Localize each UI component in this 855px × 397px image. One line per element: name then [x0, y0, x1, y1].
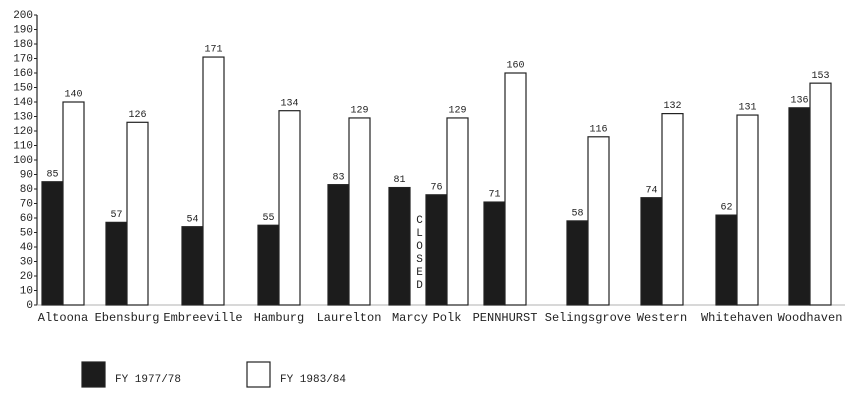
y-tick-label: 180: [13, 39, 33, 51]
bar: [640, 197, 663, 306]
bar: [425, 194, 448, 306]
y-tick-label: 190: [13, 24, 33, 36]
value-label: 116: [589, 124, 607, 135]
bar: [566, 220, 589, 306]
value-label: 129: [448, 106, 466, 117]
value-label: 81: [393, 175, 405, 186]
bar: [62, 101, 85, 306]
bar: [41, 181, 64, 306]
y-tick-label: 50: [20, 227, 33, 239]
value-label: 62: [720, 203, 732, 214]
x-tick-label: Marcy: [392, 311, 428, 325]
bar: [257, 224, 280, 306]
y-tick-label: 160: [13, 68, 33, 80]
bar: [661, 112, 684, 306]
y-tick-label: 80: [20, 184, 33, 196]
x-tick-label: Laurelton: [317, 311, 382, 325]
bar: [587, 136, 610, 306]
bar: [504, 72, 527, 306]
y-tick-label: 110: [13, 140, 33, 152]
bar: [788, 107, 811, 306]
value-label: 126: [128, 110, 146, 121]
y-tick-label: 20: [20, 271, 33, 283]
x-tick-label: PENNHURST: [473, 311, 538, 325]
y-tick-label: 150: [13, 82, 33, 94]
value-label: 76: [430, 182, 442, 193]
y-tick-label: 90: [20, 169, 33, 181]
bar: [483, 201, 506, 306]
legend-label: FY 1977/78: [115, 374, 181, 386]
value-label: 55: [262, 213, 274, 224]
value-label: 153: [811, 71, 829, 82]
value-label: 160: [506, 61, 524, 72]
y-tick-label: 60: [20, 213, 33, 225]
y-tick-label: 30: [20, 256, 33, 268]
x-tick-label: Polk: [433, 311, 462, 325]
bar: [446, 117, 469, 306]
value-label: 57: [110, 210, 122, 221]
y-tick-label: 200: [13, 10, 33, 22]
bar: [809, 82, 832, 306]
y-tick-label: 0: [26, 300, 33, 312]
x-tick-label: Altoona: [38, 311, 88, 325]
value-label: 58: [571, 209, 583, 220]
x-tick-label: Embreeville: [163, 311, 242, 325]
value-label: 85: [46, 169, 58, 180]
bar: [278, 110, 301, 306]
x-tick-label: Woodhaven: [778, 311, 843, 325]
value-label: 171: [204, 45, 222, 56]
x-tick-label: Selingsgrove: [545, 311, 631, 325]
value-label: 74: [645, 185, 657, 196]
y-tick-label: 170: [13, 53, 33, 65]
value-label: 134: [280, 98, 298, 109]
y-tick-label: 120: [13, 126, 33, 138]
annotation: CLOSED: [414, 215, 426, 293]
y-tick-label: 10: [20, 285, 33, 297]
value-label: 54: [186, 214, 198, 225]
bar: [327, 184, 350, 306]
bar: [126, 121, 149, 306]
bar: [181, 226, 204, 306]
legend-swatch: [81, 361, 106, 388]
x-tick-label: Whitehaven: [701, 311, 773, 325]
y-tick-label: 70: [20, 198, 33, 210]
value-label: 132: [663, 101, 681, 112]
legend-label: FY 1983/84: [280, 374, 346, 386]
x-tick-label: Western: [637, 311, 687, 325]
value-label: 136: [790, 95, 808, 106]
y-tick-label: 40: [20, 242, 33, 254]
bar: [348, 117, 371, 306]
y-tick-label: 130: [13, 111, 33, 123]
x-tick-label: Ebensburg: [95, 311, 160, 325]
bar: [202, 56, 225, 306]
y-tick-label: 140: [13, 97, 33, 109]
value-label: 71: [488, 190, 500, 201]
bar: [736, 114, 759, 306]
bar: [715, 214, 738, 306]
y-tick-label: 100: [13, 155, 33, 167]
bar: [105, 221, 128, 306]
value-label: 131: [738, 103, 756, 114]
x-tick-label: Hamburg: [254, 311, 304, 325]
value-label: 83: [332, 172, 344, 183]
value-label: 129: [350, 106, 368, 117]
value-label: 140: [64, 90, 82, 101]
legend-swatch: [246, 361, 271, 388]
bar: [388, 186, 411, 306]
